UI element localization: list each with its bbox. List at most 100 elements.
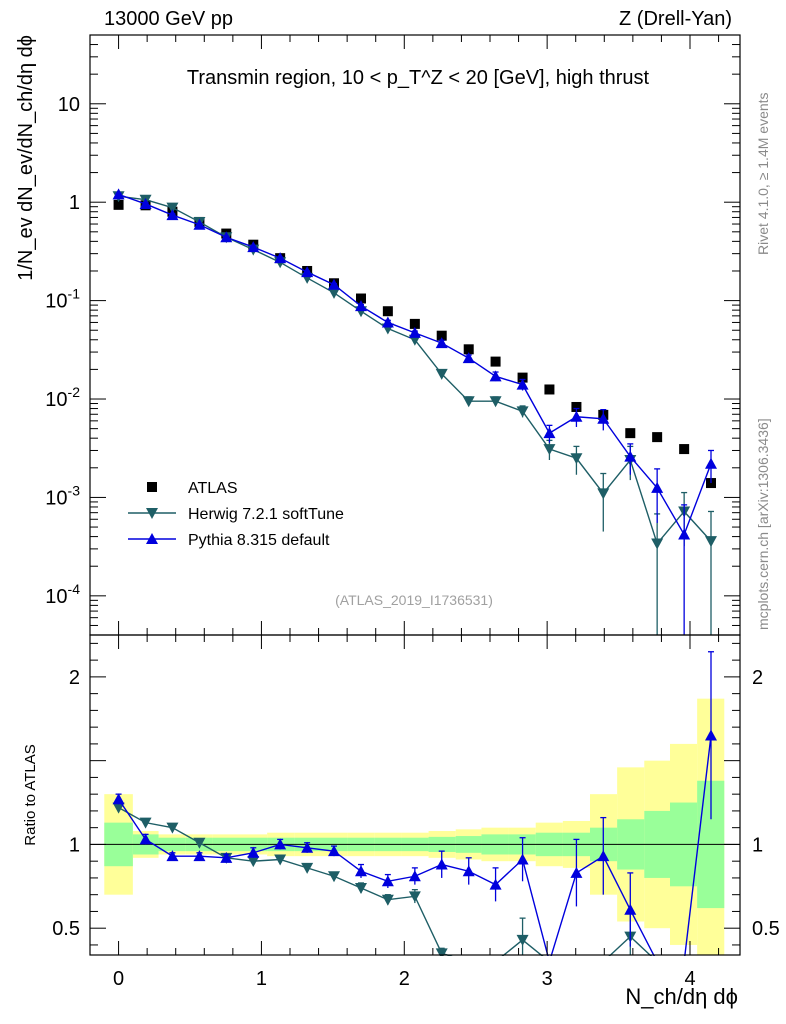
x-tick-label: 1: [256, 968, 267, 990]
ratio-y-tick-label: 1: [69, 834, 80, 856]
legend: ATLAS Herwig 7.2.1 softTune Pythia 8.315 d…: [128, 480, 344, 549]
x-tick-label: 4: [684, 968, 695, 990]
atlas-point: [409, 318, 420, 329]
axis-ticks: [89, 34, 740, 955]
pythia-point: [381, 316, 394, 328]
herwig-ratio-point: [112, 802, 125, 814]
atlas-point: [113, 199, 124, 210]
pythia-point: [408, 326, 421, 338]
pythia-point: [220, 231, 233, 243]
pythia-point: [678, 528, 691, 540]
atlas-point: [517, 372, 528, 383]
pythia-ratio-point: [435, 858, 448, 870]
x-tick-label: 2: [399, 968, 410, 990]
pythia-point: [570, 410, 583, 422]
pythia-ratio-point: [489, 878, 502, 890]
pythia-ratio-point: [166, 850, 179, 862]
pythia-point: [139, 197, 152, 209]
pythia-point: [489, 370, 502, 382]
legend-atlas-marker: [147, 482, 157, 492]
herwig-ratio-point: [355, 882, 367, 894]
ratio-panel-frame: [89, 634, 741, 956]
herwig-point: [489, 396, 502, 408]
x-axis-title: N_ch/dη dϕ: [625, 984, 738, 1009]
pythia-ratio-point: [570, 866, 583, 878]
pythia-point: [328, 278, 340, 290]
herwig-ratio-point: [193, 837, 206, 849]
herwig-ratio-point: [166, 822, 179, 834]
herwig-ratio-point: [247, 856, 260, 868]
atlas-point: [490, 356, 501, 367]
ratio-y-tick-label-right: 1: [752, 834, 763, 856]
pythia-ratio-point: [193, 850, 206, 862]
chart-frames: [0, 34, 786, 1024]
ratio-series-pythia: [112, 651, 717, 965]
pythia-point: [112, 188, 125, 200]
herwig-ratio-point: [139, 817, 152, 829]
chart-series: [112, 188, 717, 965]
herwig-point: [462, 396, 475, 408]
atlas-point: [544, 384, 555, 395]
main-y-tick-label: 10-1: [45, 286, 80, 313]
ratio-y-tick-label: 0.5: [52, 918, 80, 940]
pythia-point: [597, 412, 610, 424]
pythia-ratio-point: [381, 875, 394, 887]
main-y-tick-label: 10-2: [45, 384, 80, 411]
herwig-ratio-point: [328, 871, 340, 883]
main-y-tick-label: 10-3: [45, 482, 80, 509]
herwig-ratio-point: [301, 862, 314, 874]
ratio-series-herwig: [112, 802, 711, 963]
series-pythia: [112, 188, 717, 635]
pythia-point: [462, 352, 475, 364]
pythia-point: [166, 209, 179, 221]
pythia-ratio-point: [328, 845, 340, 857]
pythia-ratio-point: [220, 851, 233, 863]
herwig-ratio-point: [408, 891, 421, 903]
herwig-point: [328, 287, 340, 299]
atlas-point: [652, 432, 663, 443]
header-process-label: 13000 GeV pp: [104, 8, 233, 30]
atlas-point: [356, 293, 366, 304]
herwig-point: [543, 444, 556, 456]
main-y-tick-label: 10-4: [45, 581, 80, 608]
pythia-point: [516, 378, 529, 390]
pythia-point: [274, 252, 287, 264]
atlas-point: [571, 401, 582, 412]
pythia-point: [193, 218, 206, 230]
pythia-point: [543, 427, 556, 439]
atlas-point: [436, 330, 447, 341]
pythia-ratio-point: [462, 865, 475, 877]
chart-text: (ATLAS_2019_I1736531) 0 1 2 3 410110-110-210…: [15, 35, 780, 1009]
legend-herwig-label: Herwig 7.2.1 softTune: [188, 506, 344, 523]
pythia-ratio-point: [301, 841, 314, 853]
ratio-y-tick-label: 2: [69, 667, 80, 689]
herwig-point: [516, 406, 529, 418]
legend-herwig-marker: [146, 508, 158, 519]
legend-atlas-label: ATLAS: [188, 480, 238, 497]
pythia-ratio-point: [705, 729, 717, 741]
pythia-point: [435, 337, 448, 349]
herwig-ratio-point: [516, 934, 529, 946]
herwig-point: [651, 538, 664, 550]
herwig-ratio-point: [381, 894, 394, 906]
herwig-point: [435, 368, 448, 380]
ratio-y-tick-label-right: 2: [752, 667, 763, 689]
pythia-point: [624, 450, 637, 462]
atlas-point: [679, 444, 690, 455]
atlas-point: [382, 306, 393, 317]
ratio-y-tick-label-right: 0.5: [752, 918, 780, 940]
herwig-point: [705, 536, 717, 548]
pythia-ratio-point: [597, 850, 610, 862]
pythia-point: [247, 241, 260, 253]
herwig-point: [166, 202, 179, 214]
plot-title: Transmin region, 10 < p_T^Z < 20 [GeV], …: [187, 67, 650, 89]
herwig-ratio-point: [435, 948, 448, 960]
header-channel-label: Z (Drell-Yan): [619, 8, 732, 30]
main-y-axis-title: 1/N_ev dN_ev/dN_ch/dη dϕ: [15, 35, 37, 281]
atlas-point: [625, 428, 636, 439]
main-y-tick-label: 10: [58, 94, 80, 116]
series-herwig: [112, 191, 717, 635]
main-y-tick-label: 1: [69, 192, 80, 214]
pythia-point: [705, 457, 717, 469]
